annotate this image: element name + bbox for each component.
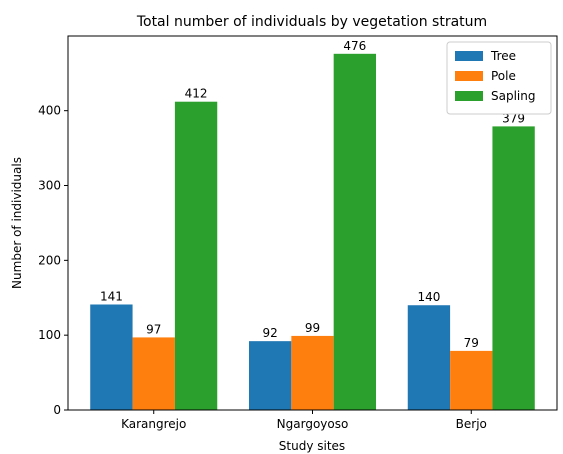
y-tick-label: 300 xyxy=(38,179,61,193)
legend-swatch xyxy=(455,71,483,81)
y-tick-label: 100 xyxy=(38,328,61,342)
bar xyxy=(333,53,377,411)
bar xyxy=(492,126,535,410)
x-axis-label: Study sites xyxy=(279,439,345,453)
bar xyxy=(90,304,133,410)
bar xyxy=(407,305,451,410)
value-label: 140 xyxy=(417,290,440,304)
bar xyxy=(291,335,334,410)
value-label: 97 xyxy=(146,322,161,336)
chart-title: Total number of individuals by vegetatio… xyxy=(136,14,487,30)
bar xyxy=(132,337,175,410)
value-label: 141 xyxy=(100,289,123,303)
legend-swatch xyxy=(455,91,483,101)
bar xyxy=(174,101,218,410)
legend-label: Tree xyxy=(490,49,516,63)
legend-label: Sapling xyxy=(491,89,535,103)
value-label: 99 xyxy=(305,321,320,335)
value-label: 79 xyxy=(464,336,479,350)
legend-swatch xyxy=(455,51,483,61)
x-tick-label: Karangrejo xyxy=(121,417,186,431)
value-label: 379 xyxy=(502,111,525,125)
legend-label: Pole xyxy=(491,69,516,83)
y-axis-label: Number of individuals xyxy=(10,157,24,289)
bar xyxy=(248,341,292,410)
value-label: 476 xyxy=(343,39,366,53)
y-tick-label: 400 xyxy=(38,104,61,118)
value-label: 412 xyxy=(185,87,208,101)
x-tick-label: Berjo xyxy=(456,417,487,431)
y-tick-label: 200 xyxy=(38,253,61,267)
x-tick-label: Ngargoyoso xyxy=(277,417,349,431)
value-label: 92 xyxy=(263,326,278,340)
y-tick-label: 0 xyxy=(53,403,61,417)
bar xyxy=(450,350,493,410)
